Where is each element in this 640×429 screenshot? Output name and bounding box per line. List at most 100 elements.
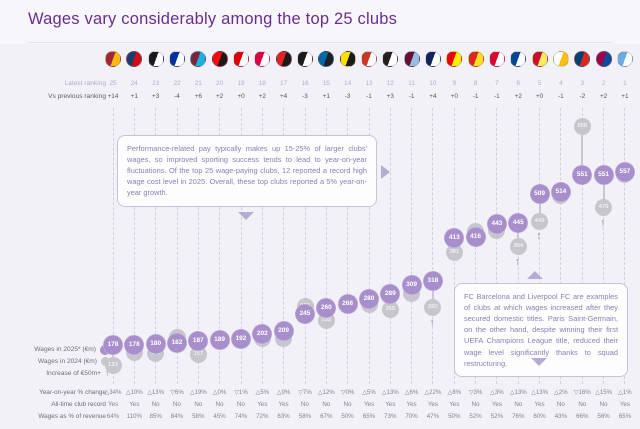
all-time-record-value: Yes — [427, 401, 438, 408]
wages-2024-bubble: 381 — [445, 243, 463, 261]
wages-2025-bubble: 268 — [337, 294, 358, 314]
latest-ranking-value: 12 — [386, 80, 394, 87]
club-badge-ac-milan — [211, 51, 228, 67]
latest-ranking-value: 20 — [216, 80, 224, 87]
column-gridline — [496, 108, 498, 384]
column-gridline — [603, 108, 605, 384]
wages-pct-revenue-value: 70% — [405, 413, 418, 420]
wages-2025-bubble: 551 — [572, 164, 593, 185]
wages-2025-bubble: 551 — [593, 164, 614, 185]
club-badge-atl-tico-de-madrid — [361, 51, 377, 67]
latest-ranking-value: 8 — [473, 80, 478, 87]
column-gridline — [411, 108, 413, 384]
vs-previous-value: -1 — [472, 93, 479, 100]
vs-previous-value: -1 — [558, 93, 564, 100]
wages-pct-revenue-value: 85% — [149, 413, 162, 420]
wages-pct-revenue-value: 65% — [362, 413, 376, 420]
club-badge-liverpool — [531, 51, 548, 67]
wages-pct-revenue-value: 56% — [597, 413, 610, 420]
yoy-change-value: ▽0% — [340, 389, 355, 396]
all-time-record-value: Yes — [278, 401, 289, 408]
vs-previous-value: +2 — [215, 93, 224, 100]
all-time-record-value: No — [215, 401, 224, 408]
wages-2025-bubble: 445 — [508, 213, 529, 234]
bubble-connector — [538, 194, 541, 222]
vs-previous-value: +2 — [514, 93, 522, 100]
wages-pct-revenue-value: 58% — [192, 413, 205, 420]
vs-previous-value: -1 — [366, 93, 372, 100]
latest-ranking-value: 9 — [452, 80, 457, 87]
all-time-record-value: No — [151, 401, 160, 408]
wages-2025-bubble: 182 — [167, 333, 187, 354]
wages-2025-bubble: 557 — [614, 162, 635, 183]
wages-2024-bubble: 449 — [531, 212, 549, 230]
wages-2025-bubble: 289 — [380, 284, 401, 305]
wages-2025-bubble: 509 — [529, 184, 550, 205]
vs-previous-value: -2 — [579, 93, 586, 100]
all-time-record-value: Yes — [449, 401, 460, 408]
club-badge-arsenal — [446, 51, 463, 67]
all-time-record-value: Yes — [385, 401, 396, 408]
latest-ranking-value: 6 — [516, 80, 521, 87]
wages-2025-bubble: 443 — [486, 214, 507, 235]
wages-pct-revenue-value: 110% — [126, 413, 142, 420]
all-time-record-value: No — [578, 401, 587, 408]
callout-up-arrow-icon — [527, 271, 543, 279]
wages-pct-revenue-value: 50% — [341, 413, 354, 420]
latest-ranking-value: 14 — [344, 80, 352, 87]
wages-2024-bubble: 255 — [381, 301, 399, 319]
up-arrow-legend-icon: ↑ — [105, 367, 110, 379]
latest-ranking-label: Latest ranking — [64, 80, 106, 87]
club-badge-borussia-dortmund — [339, 51, 356, 67]
wages-2025-bubble: 318 — [422, 271, 443, 292]
latest-ranking-value: 2 — [601, 80, 606, 87]
bubble-connector — [431, 281, 434, 308]
yoy-change-value: △13% — [531, 389, 549, 396]
yoy-change-value: △19% — [189, 389, 207, 396]
all-time-record-value: No — [514, 401, 523, 408]
all-time-record-value: Yes — [491, 401, 502, 408]
yoy-change-value: △15% — [595, 389, 613, 396]
latest-ranking-value: 21 — [194, 80, 202, 87]
all-time-record-value: No — [599, 401, 608, 408]
page-title: Wages vary considerably among the top 25… — [28, 10, 398, 28]
all-time-record-value: No — [471, 401, 480, 408]
column-gridline — [219, 108, 221, 384]
wages-2025-bubble: 202 — [252, 324, 273, 345]
vs-previous-value: -4 — [174, 93, 180, 100]
latest-ranking-value: 16 — [301, 80, 309, 87]
column-gridline — [133, 108, 135, 384]
wages-2025-bubble: 416 — [465, 226, 486, 247]
wages-2025-bubble: 514 — [550, 181, 571, 202]
column-gridline — [389, 108, 391, 384]
latest-ranking-value: 4 — [559, 80, 563, 87]
bubble-connector — [581, 126, 584, 175]
yoy-change-value: △3% — [490, 389, 504, 396]
wages-pct-revenue-value: 63% — [277, 413, 290, 420]
column-gridline — [283, 108, 285, 384]
all-time-record-value: No — [194, 401, 203, 408]
column-gridline — [155, 108, 157, 384]
yoy-change-value: △5% — [362, 389, 376, 396]
wages-2025-bubble: 280 — [359, 288, 379, 309]
column-gridline — [197, 108, 199, 384]
column-gridline — [176, 108, 178, 384]
yoy-change-value: ▽7% — [298, 389, 312, 396]
all-time-record-value: Yes — [257, 401, 268, 408]
vs-previous-value: +2 — [599, 93, 608, 100]
column-gridline — [581, 108, 583, 384]
all-time-record-value: Yes — [534, 401, 545, 408]
latest-ranking-value: 23 — [152, 80, 160, 87]
all-time-record-value: No — [322, 401, 331, 408]
club-badge-tottenham-hotspur — [424, 51, 441, 67]
vs-previous-value: +4 — [429, 93, 437, 100]
vs-previous-value: +0 — [237, 93, 245, 100]
bubble-connector — [517, 223, 520, 247]
bubble-connector — [602, 174, 605, 208]
wages-2025-bubble: 178 — [124, 335, 145, 355]
latest-ranking-value: 25 — [109, 80, 117, 87]
club-badge-newcastle-united — [382, 51, 399, 67]
record-row-label: All-time club record — [51, 401, 106, 408]
column-gridline — [261, 108, 263, 384]
latest-ranking-value: 24 — [130, 80, 138, 87]
